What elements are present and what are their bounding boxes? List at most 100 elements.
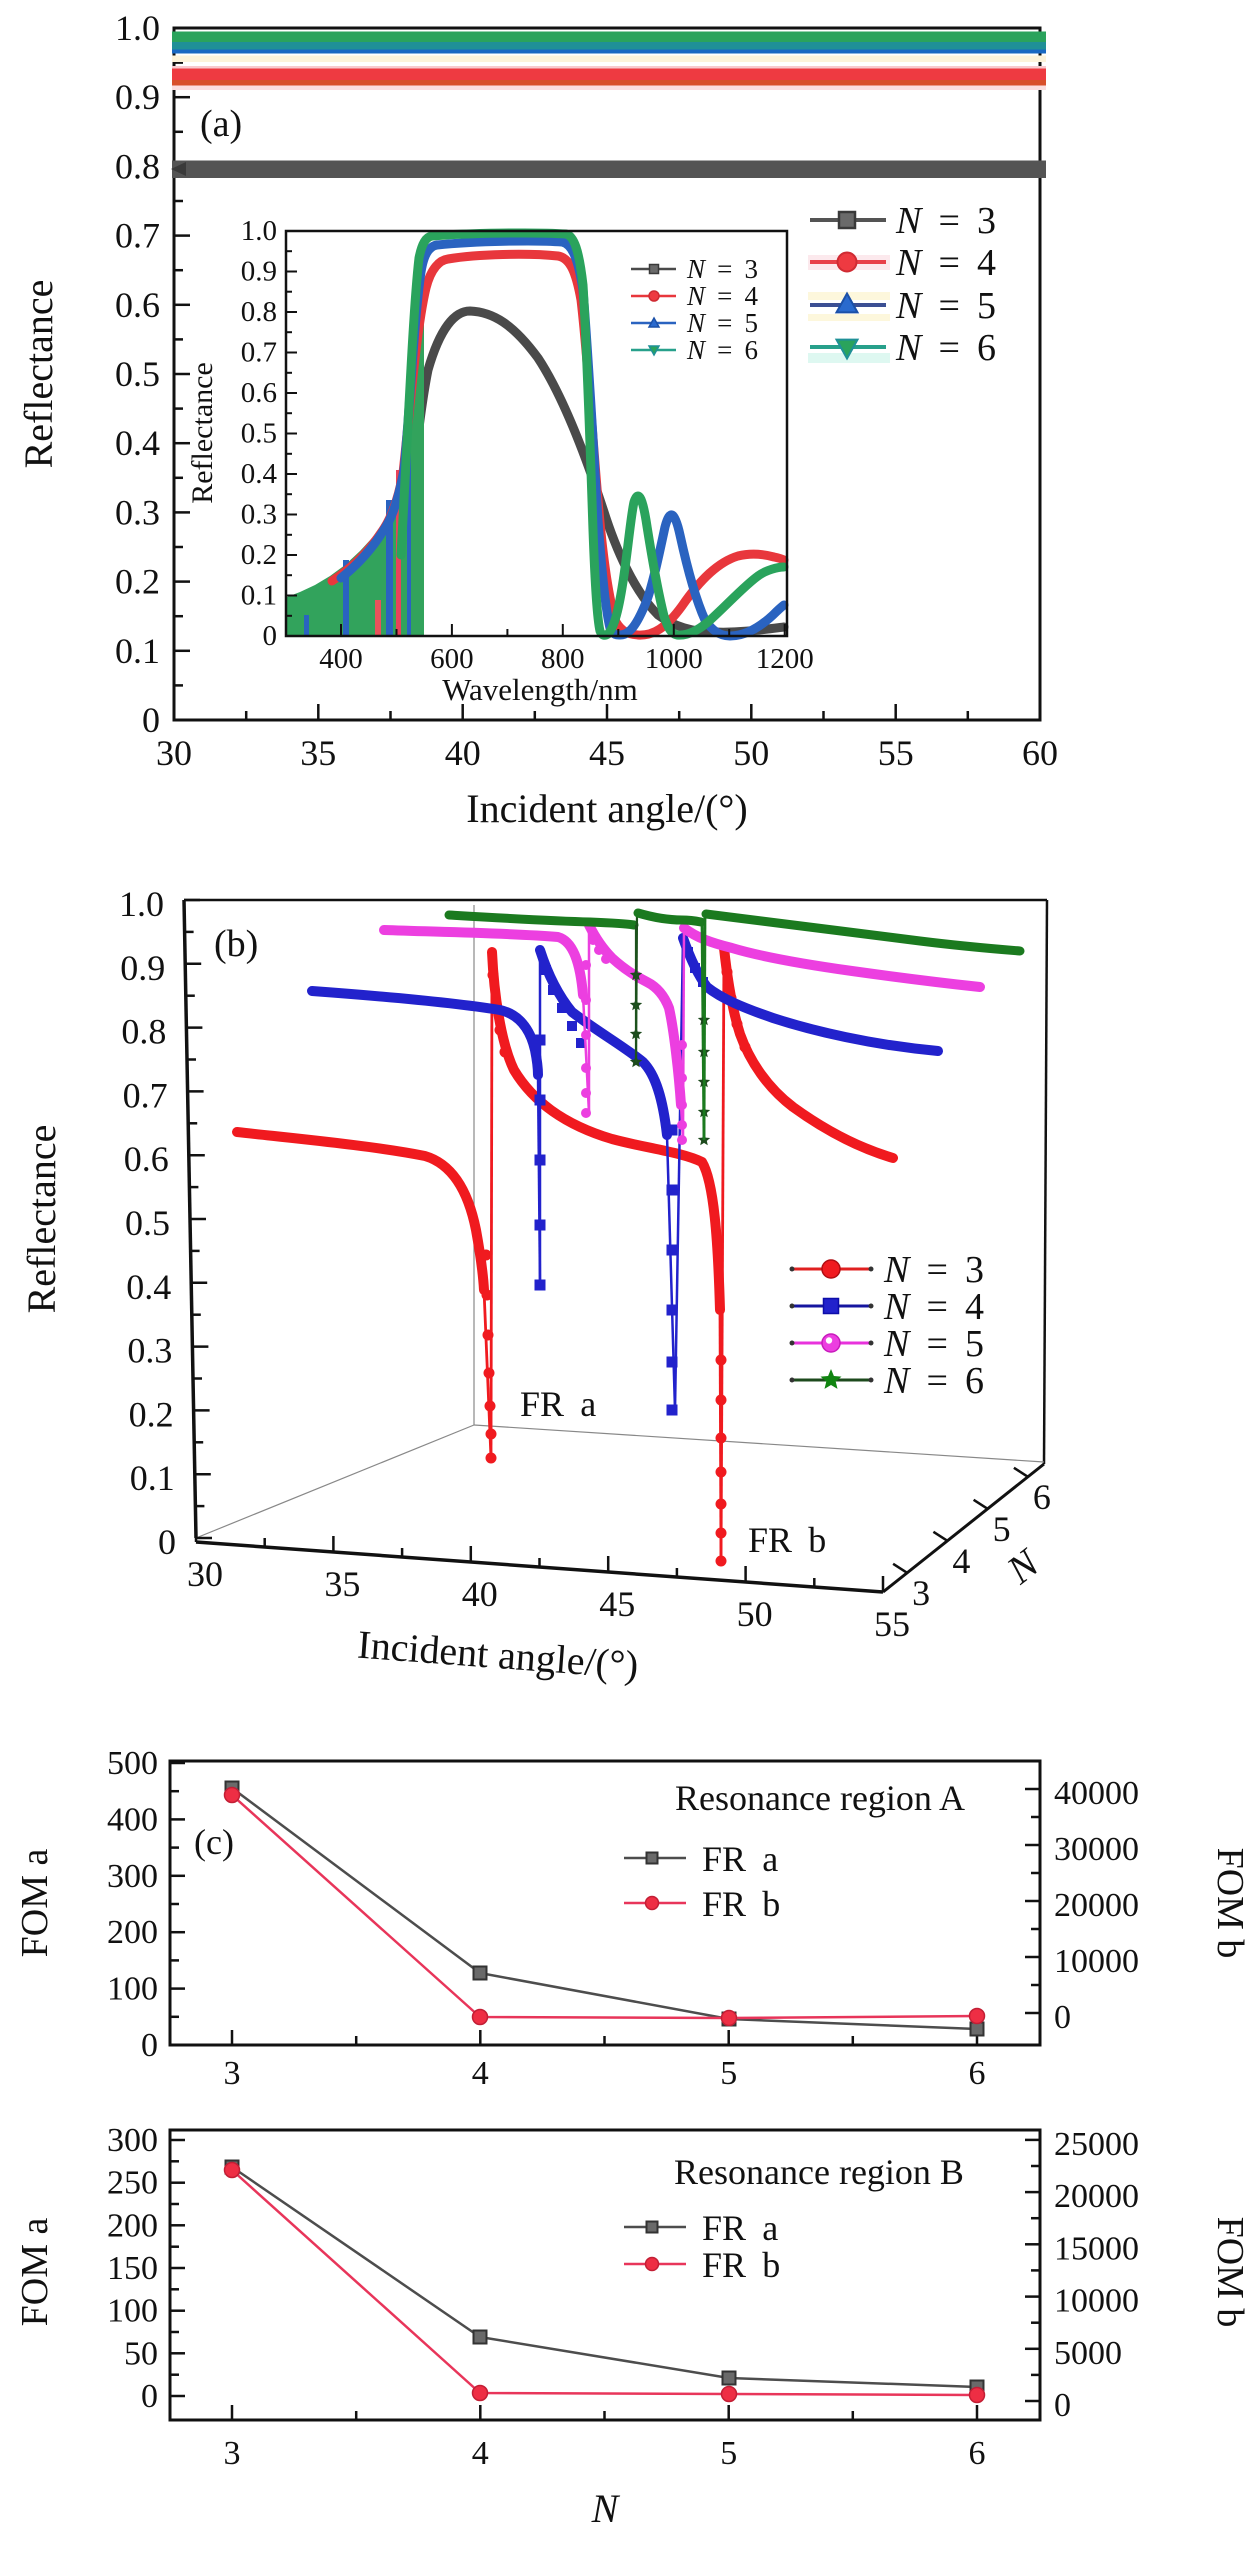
svg-text:N = 6: N = 6 bbox=[686, 335, 758, 365]
svg-text:55: 55 bbox=[878, 733, 914, 773]
svg-text:N = 3: N = 3 bbox=[895, 200, 996, 242]
svg-text:6: 6 bbox=[1033, 1477, 1051, 1517]
svg-text:FR b: FR b bbox=[748, 1520, 826, 1560]
svg-text:Wavelength/nm: Wavelength/nm bbox=[442, 672, 638, 707]
svg-text:5000: 5000 bbox=[1054, 2335, 1122, 2372]
svg-text:0.3: 0.3 bbox=[241, 499, 277, 531]
svg-text:FOM a: FOM a bbox=[14, 1849, 56, 1958]
svg-text:35: 35 bbox=[300, 733, 336, 773]
svg-text:N = 4: N = 4 bbox=[895, 242, 996, 284]
svg-text:0.5: 0.5 bbox=[115, 354, 160, 394]
svg-text:(c): (c) bbox=[194, 1822, 234, 1862]
svg-text:0.6: 0.6 bbox=[115, 285, 160, 325]
svg-text:0: 0 bbox=[141, 2027, 158, 2064]
svg-text:300: 300 bbox=[107, 2122, 158, 2159]
svg-text:0.9: 0.9 bbox=[115, 77, 160, 117]
svg-text:0.3: 0.3 bbox=[127, 1331, 172, 1371]
svg-text:3: 3 bbox=[224, 2435, 241, 2472]
svg-text:N = 3: N = 3 bbox=[686, 254, 758, 284]
svg-text:1000: 1000 bbox=[645, 643, 703, 675]
svg-text:3: 3 bbox=[912, 1573, 930, 1613]
svg-text:1200: 1200 bbox=[756, 643, 814, 675]
svg-text:Reflectance: Reflectance bbox=[19, 1125, 64, 1314]
svg-text:0.1: 0.1 bbox=[130, 1458, 175, 1498]
svg-text:N = 3: N = 3 bbox=[883, 1249, 984, 1291]
svg-text:45: 45 bbox=[599, 1584, 635, 1624]
svg-text:10000: 10000 bbox=[1054, 1943, 1139, 1980]
svg-text:600: 600 bbox=[430, 643, 474, 675]
svg-text:FR a: FR a bbox=[702, 2208, 778, 2248]
svg-text:0.5: 0.5 bbox=[125, 1203, 170, 1243]
svg-text:0.7: 0.7 bbox=[115, 216, 160, 256]
svg-text:0.3: 0.3 bbox=[115, 492, 160, 532]
svg-text:6: 6 bbox=[969, 2435, 986, 2472]
svg-text:(b): (b) bbox=[214, 923, 258, 965]
svg-text:800: 800 bbox=[541, 643, 585, 675]
svg-text:N = 6: N = 6 bbox=[895, 327, 996, 369]
svg-text:Incident angle/(°): Incident angle/(°) bbox=[466, 786, 747, 831]
svg-text:45: 45 bbox=[589, 733, 625, 773]
svg-text:FR a: FR a bbox=[702, 1839, 778, 1879]
svg-text:FR b: FR b bbox=[702, 1884, 780, 1924]
svg-text:FOM b: FOM b bbox=[1209, 1848, 1251, 1959]
svg-text:0.1: 0.1 bbox=[241, 580, 277, 612]
svg-text:0: 0 bbox=[1054, 1999, 1071, 2036]
svg-text:0.9: 0.9 bbox=[120, 948, 165, 988]
svg-text:30: 30 bbox=[156, 733, 192, 773]
svg-text:0: 0 bbox=[142, 700, 160, 740]
svg-text:0.8: 0.8 bbox=[115, 146, 160, 186]
svg-text:200: 200 bbox=[107, 2207, 158, 2244]
svg-text:Reflectance: Reflectance bbox=[16, 280, 61, 469]
svg-text:0.2: 0.2 bbox=[129, 1394, 174, 1434]
svg-text:30: 30 bbox=[187, 1554, 223, 1594]
svg-text:50: 50 bbox=[737, 1594, 773, 1634]
svg-text:20000: 20000 bbox=[1054, 1887, 1139, 1924]
svg-text:0.2: 0.2 bbox=[241, 539, 277, 571]
svg-text:0.1: 0.1 bbox=[115, 631, 160, 671]
svg-text:100: 100 bbox=[107, 2293, 158, 2330]
svg-text:10000: 10000 bbox=[1054, 2283, 1139, 2320]
svg-text:Resonance region A: Resonance region A bbox=[675, 1778, 965, 1818]
svg-text:35: 35 bbox=[324, 1564, 360, 1604]
svg-text:Reflectance: Reflectance bbox=[186, 362, 219, 504]
svg-text:50: 50 bbox=[124, 2335, 158, 2372]
svg-text:150: 150 bbox=[107, 2250, 158, 2287]
svg-text:0.5: 0.5 bbox=[241, 418, 277, 450]
svg-text:6: 6 bbox=[969, 2055, 986, 2092]
svg-text:3: 3 bbox=[224, 2055, 241, 2092]
svg-text:400: 400 bbox=[107, 1801, 158, 1838]
svg-text:40000: 40000 bbox=[1054, 1775, 1139, 1812]
svg-text:55: 55 bbox=[874, 1604, 910, 1644]
svg-text:50: 50 bbox=[733, 733, 769, 773]
svg-text:200: 200 bbox=[107, 1914, 158, 1951]
svg-text:0.6: 0.6 bbox=[241, 377, 277, 409]
svg-text:1.0: 1.0 bbox=[119, 884, 164, 924]
svg-text:0: 0 bbox=[263, 620, 278, 652]
svg-text:N: N bbox=[591, 2486, 621, 2531]
svg-text:0.4: 0.4 bbox=[126, 1267, 171, 1307]
svg-text:FR b: FR b bbox=[702, 2245, 780, 2285]
svg-text:0.7: 0.7 bbox=[241, 337, 277, 369]
svg-text:4: 4 bbox=[472, 2435, 489, 2472]
svg-text:0.2: 0.2 bbox=[115, 562, 160, 602]
svg-text:1.0: 1.0 bbox=[115, 8, 160, 48]
svg-text:N = 5: N = 5 bbox=[883, 1323, 984, 1365]
svg-text:N = 5: N = 5 bbox=[686, 308, 758, 338]
svg-text:30000: 30000 bbox=[1054, 1831, 1139, 1868]
svg-text:0.8: 0.8 bbox=[121, 1012, 166, 1052]
svg-text:5: 5 bbox=[993, 1509, 1011, 1549]
svg-text:5: 5 bbox=[720, 2435, 737, 2472]
svg-text:0.9: 0.9 bbox=[241, 256, 277, 288]
svg-text:0: 0 bbox=[158, 1522, 176, 1562]
svg-text:N = 6: N = 6 bbox=[883, 1360, 984, 1402]
svg-text:N = 4: N = 4 bbox=[883, 1286, 984, 1328]
svg-text:FOM b: FOM b bbox=[1209, 2217, 1251, 2328]
svg-text:4: 4 bbox=[472, 2055, 489, 2092]
svg-text:100: 100 bbox=[107, 1971, 158, 2008]
svg-text:(a): (a) bbox=[200, 103, 242, 145]
svg-text:5: 5 bbox=[720, 2055, 737, 2092]
svg-text:FOM a: FOM a bbox=[14, 2218, 56, 2327]
svg-text:0.8: 0.8 bbox=[241, 296, 277, 328]
svg-text:Resonance region B: Resonance region B bbox=[674, 2152, 964, 2192]
svg-text:300: 300 bbox=[107, 1858, 158, 1895]
